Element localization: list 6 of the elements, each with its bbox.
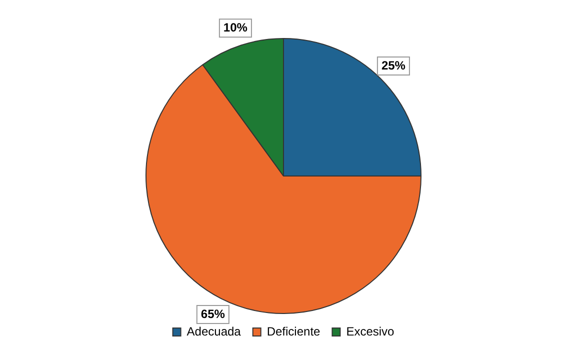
legend-label: Excesivo (346, 324, 395, 338)
data-label: 25% (381, 58, 406, 72)
data-label: 10% (223, 20, 248, 34)
data-label: 65% (200, 306, 226, 321)
legend-label: Deficiente (266, 324, 321, 338)
legend-label: Adecuada (186, 324, 242, 338)
